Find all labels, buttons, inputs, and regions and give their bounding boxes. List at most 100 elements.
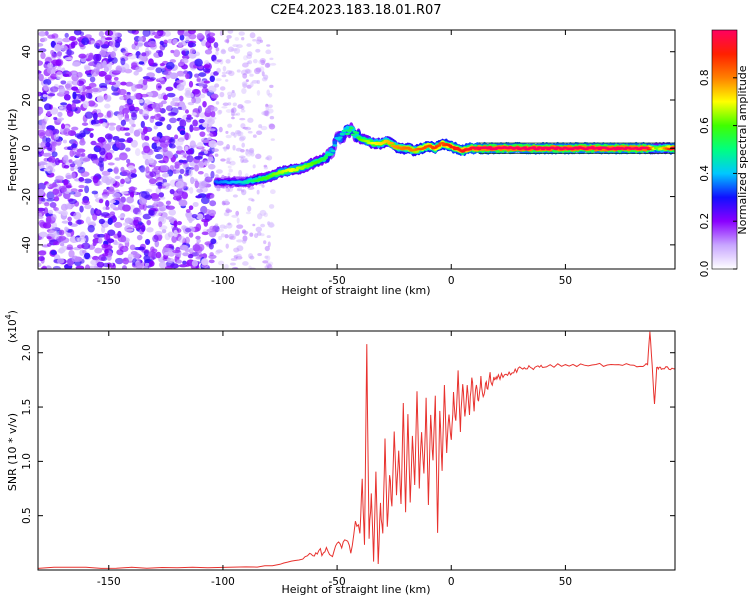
heatmap-cell	[79, 139, 86, 146]
heatmap-cell	[166, 257, 174, 263]
heatmap-cell	[62, 139, 68, 144]
heatmap-cell	[248, 147, 255, 154]
heatmap-cell	[184, 236, 190, 244]
heatmap-cell	[149, 260, 155, 267]
x-tick-label: -100	[211, 576, 235, 588]
heatmap-cell	[267, 241, 271, 248]
heatmap-cell	[255, 226, 263, 233]
heatmap-cell	[40, 52, 46, 60]
heatmap-cell	[135, 262, 143, 269]
heatmap-cell	[215, 169, 223, 174]
heatmap-cell	[162, 94, 168, 101]
heatmap-cell	[120, 119, 127, 126]
heatmap-cell	[121, 169, 131, 177]
heatmap-cell	[175, 180, 184, 189]
heatmap-cell	[68, 159, 73, 164]
heatmap-cell	[153, 125, 158, 130]
heatmap-cell	[169, 117, 177, 124]
colorbar-tick-label: 0.2	[699, 213, 711, 230]
heatmap-cell	[91, 86, 100, 95]
heatmap-cell	[215, 101, 220, 105]
heatmap-cell	[81, 200, 91, 206]
heatmap-cell	[68, 36, 77, 42]
heatmap-cell	[229, 262, 236, 266]
heatmap-cell	[192, 126, 201, 131]
heatmap-cell	[175, 139, 184, 146]
heatmap-cell	[185, 208, 191, 213]
colorbar: 0.0 0.2 0.4 0.6 0.8 Normalized spectral ampl…	[699, 29, 749, 277]
heatmap-cell	[259, 57, 266, 64]
heatmap-cell	[163, 70, 172, 76]
heatmap-cell	[253, 233, 259, 239]
heatmap-cell	[242, 261, 249, 266]
heatmap-cell	[185, 73, 190, 80]
heatmap-cell	[66, 109, 74, 117]
heatmap-cell	[122, 222, 129, 226]
heatmap-cell	[225, 70, 233, 75]
heatmap-cell	[165, 247, 173, 252]
heatmap-ridge	[213, 122, 675, 189]
heatmap-cell	[67, 216, 72, 222]
heatmap-cell	[258, 60, 263, 64]
heatmap-cell	[219, 30, 224, 36]
heatmap-cell	[107, 217, 113, 225]
heatmap-cell	[269, 84, 274, 88]
heatmap-cell	[143, 145, 151, 154]
heatmap-cell	[38, 107, 44, 115]
heatmap-cell	[215, 249, 223, 254]
heatmap-cell	[163, 251, 171, 256]
heatmap-cell	[58, 86, 66, 95]
heatmap-cell	[106, 255, 112, 261]
heatmap-cell	[138, 99, 144, 104]
heatmap-cell	[214, 153, 219, 157]
heatmap-cell	[186, 114, 192, 118]
heatmap-cell	[148, 209, 155, 216]
heatmap-cell	[225, 187, 231, 193]
heatmap-cell	[173, 229, 178, 238]
heatmap-ridge-cell	[345, 132, 350, 136]
heatmap-cell	[158, 50, 164, 58]
heatmap-cell	[174, 164, 180, 169]
heatmap-cell	[40, 197, 46, 202]
heatmap-cell	[217, 109, 222, 115]
heatmap-cell	[223, 200, 229, 204]
heatmap-cell	[236, 245, 244, 252]
heatmap-cell	[38, 182, 46, 191]
heatmap-cell	[189, 48, 196, 54]
heatmap-cell	[111, 92, 120, 96]
heatmap-cell	[165, 200, 171, 206]
heatmap-cell	[237, 104, 244, 109]
heatmap-cell	[170, 100, 176, 107]
heatmap-cell	[77, 236, 86, 243]
heatmap-cell	[204, 176, 213, 183]
heatmap-cell	[206, 228, 215, 233]
heatmap-cell	[184, 92, 194, 99]
heatmap-cell	[78, 188, 83, 193]
heatmap-cell	[228, 70, 235, 77]
heatmap-cell	[84, 34, 92, 39]
heatmap-cell	[184, 132, 189, 141]
heatmap-cell	[105, 206, 110, 210]
heatmap-cell	[113, 76, 119, 81]
heatmap-cell	[109, 40, 116, 48]
heatmap-cell	[216, 67, 221, 73]
heatmap-cell	[148, 58, 154, 66]
heatmap-cell	[214, 223, 219, 227]
heatmap-cell	[256, 39, 261, 45]
heatmap-cell	[146, 66, 155, 71]
heatmap-cell	[39, 161, 48, 166]
heatmap-ridge-cell	[328, 153, 334, 156]
heatmap-cell	[230, 257, 238, 261]
heatmap-cell	[127, 165, 135, 171]
heatmap-cell	[66, 232, 72, 237]
heatmap-cell	[161, 173, 170, 178]
snr-y-ticks: 0.5 1.0 1.5 2.0	[21, 344, 675, 524]
heatmap-cell	[129, 109, 138, 114]
heatmap-cell	[38, 188, 45, 196]
heatmap-ridge-cell	[389, 141, 394, 145]
heatmap-cell	[149, 171, 157, 178]
heatmap-cell	[138, 108, 144, 115]
heatmap-cell	[88, 265, 98, 269]
heatmap-cell	[57, 111, 63, 118]
heatmap-cell	[163, 182, 168, 186]
